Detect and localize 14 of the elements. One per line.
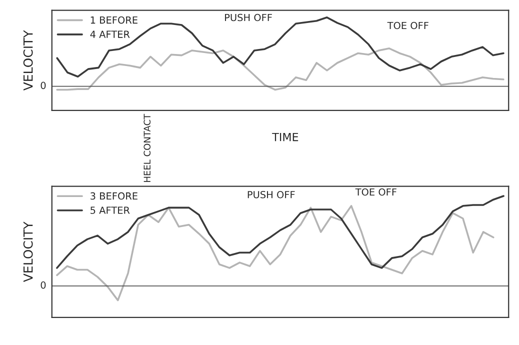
legend-label: 3 BEFORE <box>90 192 138 200</box>
y-axis-title: VELOCITY <box>23 222 33 282</box>
text: HEEL CONTACT <box>144 114 151 182</box>
y-axis-title: VELOCITY <box>23 30 33 91</box>
text: TIME <box>272 132 298 142</box>
text: 0 <box>40 82 46 90</box>
text: 0 <box>40 281 46 289</box>
annotation: PUSH OFF <box>225 14 272 22</box>
annotation: PUSH OFF <box>248 190 295 198</box>
annotation: TOE OFF <box>387 22 428 30</box>
legend-label: 4 AFTER <box>90 30 130 38</box>
legend-label: 5 AFTER <box>90 206 130 214</box>
legend-label: 1 BEFORE <box>90 16 138 24</box>
text: TOE OFF <box>355 188 396 196</box>
